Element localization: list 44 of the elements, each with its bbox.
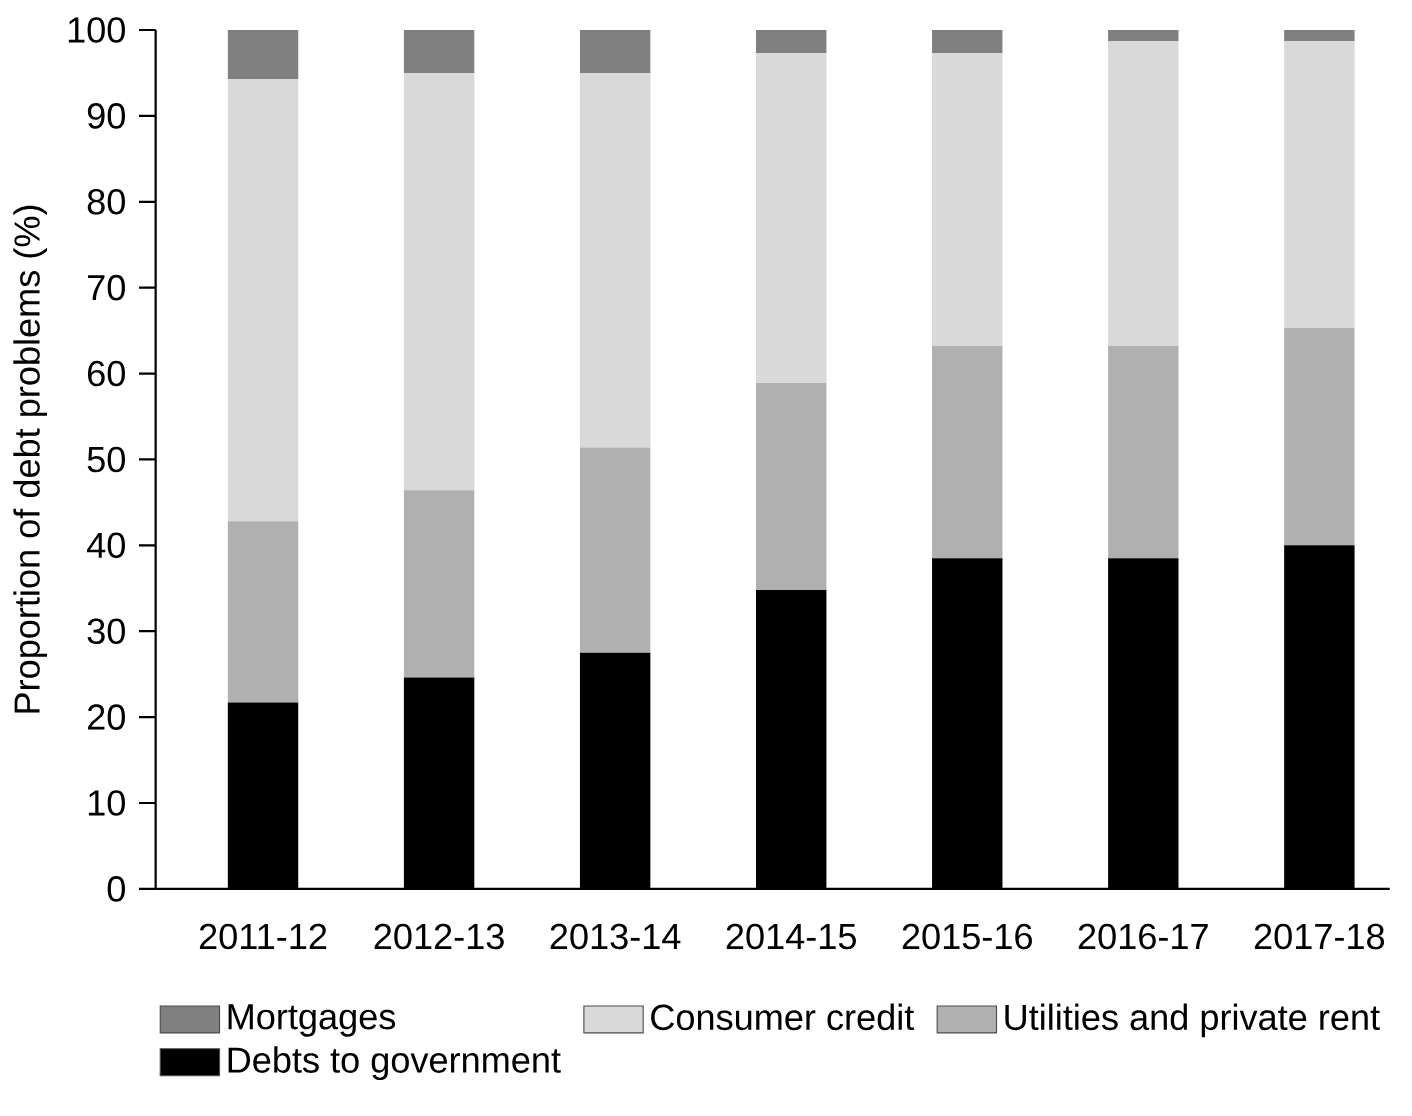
bar bbox=[403, 72, 475, 491]
legend-label: Mortgages bbox=[228, 1004, 396, 1037]
x-tick-label: 2015-16 bbox=[902, 923, 1032, 950]
bar bbox=[227, 78, 299, 522]
x-tick-label: 2014-15 bbox=[726, 923, 856, 950]
bar bbox=[579, 72, 651, 448]
y-tick-label: 50 bbox=[87, 446, 125, 473]
bar bbox=[1284, 41, 1355, 329]
bar bbox=[755, 30, 827, 54]
y-tick-label: 70 bbox=[88, 274, 125, 301]
bar bbox=[932, 53, 1003, 347]
y-axis-title: Proportion of debt problems (%) bbox=[13, 205, 47, 713]
bar bbox=[755, 383, 827, 590]
legend-label: Debts to government bbox=[228, 1046, 561, 1081]
bar bbox=[932, 30, 1003, 54]
x-tick-label: 2016-17 bbox=[1078, 923, 1208, 950]
x-tick-label: 2013-14 bbox=[550, 923, 681, 950]
bar bbox=[1108, 30, 1179, 42]
bar bbox=[932, 346, 1003, 559]
y-tick-label: 100 bbox=[68, 17, 125, 43]
y-tick-label: 60 bbox=[88, 360, 125, 387]
bar bbox=[1284, 328, 1355, 546]
legend-label: Consumer credit bbox=[651, 1003, 915, 1031]
legend-label: Utilities and private rent bbox=[1005, 1003, 1380, 1038]
bar bbox=[755, 53, 827, 384]
y-tick-label: 90 bbox=[87, 103, 125, 129]
bar bbox=[1108, 41, 1179, 347]
x-tick-label: 2012-13 bbox=[374, 923, 504, 950]
bar bbox=[579, 447, 651, 653]
bar bbox=[1284, 30, 1355, 42]
bar bbox=[403, 30, 475, 73]
y-tick-label: 20 bbox=[88, 704, 125, 730]
y-tick-label: 10 bbox=[88, 790, 125, 816]
bar bbox=[579, 30, 651, 73]
bar bbox=[403, 490, 475, 678]
y-tick-label: 80 bbox=[87, 188, 125, 215]
y-tick-label: 30 bbox=[87, 618, 125, 645]
y-tick-label: 0 bbox=[107, 876, 125, 902]
bar bbox=[227, 30, 299, 79]
bar bbox=[1108, 346, 1179, 559]
bar bbox=[227, 521, 299, 703]
x-tick-label: 2017-18 bbox=[1254, 923, 1385, 950]
y-tick-label: 40 bbox=[87, 532, 125, 559]
x-tick-label: 2011-12 bbox=[199, 923, 327, 950]
